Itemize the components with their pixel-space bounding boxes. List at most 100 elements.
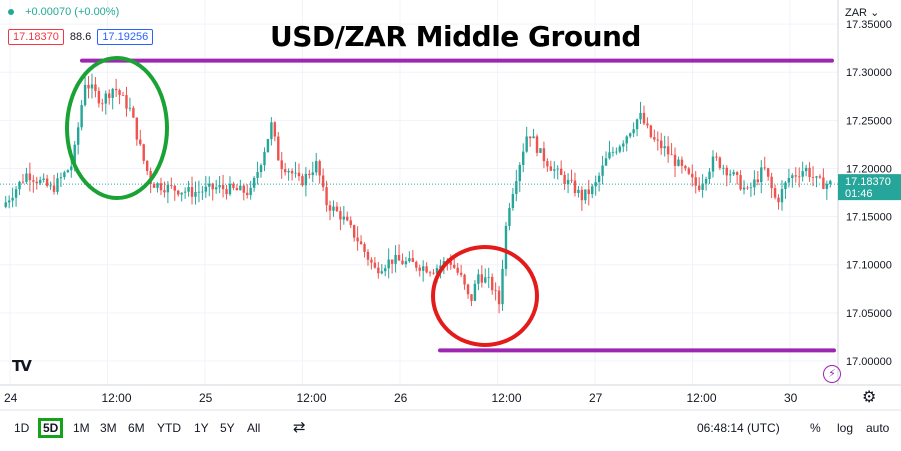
candle-body-52 [183, 191, 187, 193]
timeframe-6m[interactable]: 6M [128, 421, 145, 435]
candle-body-176 [611, 151, 615, 153]
candle-body-208 [722, 167, 725, 169]
candle-body-135 [470, 294, 473, 301]
auto-toggle[interactable]: auto [866, 421, 890, 435]
candle-body-191 [663, 146, 666, 149]
timeframe-1y[interactable]: 1Y [194, 421, 209, 435]
y-tick-label-4: 17.15000 [846, 212, 892, 224]
candle-body-87 [304, 173, 308, 186]
candle-body-142 [494, 290, 497, 292]
date-range-icon[interactable]: ⇄ [293, 419, 306, 436]
candle-body-125 [435, 268, 439, 274]
candle-body-180 [625, 136, 628, 144]
candle-body-229 [794, 175, 797, 177]
candle-body-232 [804, 167, 808, 172]
timeframe-ytd[interactable]: YTD [157, 421, 181, 435]
candle-body-210 [729, 174, 732, 176]
candle-body-59 [208, 183, 211, 187]
timeframe-1m[interactable]: 1M [73, 421, 90, 435]
candle-body-14 [52, 185, 56, 192]
candle-body-201 [697, 185, 701, 190]
candle-body-184 [639, 112, 642, 120]
candle-body-11 [42, 178, 45, 180]
candle-body-37 [132, 107, 135, 118]
candle-body-207 [718, 157, 722, 168]
candle-body-139 [484, 277, 487, 283]
candle-body-123 [428, 272, 432, 274]
currency-selector[interactable]: ZAR ⌄ [845, 6, 879, 19]
chart-title: USD/ZAR Middle Ground [270, 20, 641, 53]
gear-icon[interactable]: ⚙ [862, 389, 877, 406]
candle-body-183 [635, 119, 639, 130]
timeframe-5y[interactable]: 5Y [220, 421, 235, 435]
candle-body-121 [421, 266, 425, 271]
sell-price-button[interactable]: 17.18370 [8, 29, 64, 45]
candle-body-18 [66, 170, 70, 173]
candle-body-209 [725, 167, 728, 176]
candle-body-61 [214, 187, 218, 190]
candle-body-95 [332, 206, 335, 211]
candle-body-113 [394, 254, 397, 264]
candle-body-138 [480, 274, 484, 283]
candle-body-105 [366, 251, 370, 260]
candle-body-31 [111, 88, 114, 98]
utc-time: 06:48:14 (UTC) [697, 421, 780, 435]
candle-body-33 [118, 90, 121, 96]
candle-body-178 [618, 146, 622, 152]
candle-body-215 [746, 187, 749, 189]
candle-body-145 [504, 225, 508, 269]
candle-body-158 [549, 166, 553, 171]
candle-body-239 [829, 180, 832, 184]
timeframe-1d[interactable]: 1D [14, 421, 30, 435]
candle-body-58 [204, 186, 208, 192]
candle-body-163 [566, 179, 570, 185]
candle-body-106 [370, 259, 373, 263]
candle-body-36 [128, 107, 132, 109]
candle-body-218 [756, 179, 760, 183]
timeframe-3m[interactable]: 3M [100, 421, 117, 435]
candle-body-60 [211, 183, 214, 190]
tradingview-logo-icon: TV [12, 357, 32, 375]
y-tick-label-1: 17.30000 [846, 67, 892, 79]
candle-body-78 [273, 122, 277, 137]
candle-body-70 [246, 192, 249, 196]
candle-body-91 [318, 161, 321, 176]
candle-body-224 [777, 197, 780, 203]
candle-body-27 [97, 90, 101, 104]
timeframe-all[interactable]: All [247, 421, 261, 435]
candle-body-4 [18, 181, 21, 190]
percent-toggle[interactable]: % [810, 421, 821, 435]
candle-body-71 [249, 187, 252, 196]
candle-body-75 [263, 152, 266, 166]
candle-body-194 [673, 154, 677, 166]
candle-body-170 [591, 186, 594, 195]
candle-body-182 [632, 129, 635, 134]
candle-body-5 [21, 181, 25, 183]
candle-body-171 [594, 182, 597, 187]
candle-body-49 [173, 185, 176, 191]
lightning-icon[interactable]: ⚡ [823, 365, 841, 383]
candle-body-55 [194, 191, 197, 197]
candle-body-162 [563, 174, 566, 185]
candle-body-168 [584, 189, 587, 201]
candle-body-115 [401, 260, 404, 265]
timeframe-5d[interactable]: 5D [38, 418, 64, 438]
candle-body-50 [177, 190, 180, 195]
candle-body-72 [252, 177, 256, 188]
buy-price-button[interactable]: 17.19256 [97, 29, 154, 45]
candle-body-114 [397, 254, 401, 261]
candle-body-150 [522, 151, 525, 165]
candle-body-26 [94, 84, 97, 91]
bottom-toolbar: 1D 5D 1M 3M 6M YTD 1Y 5Y All ⇄ 06:48:14 … [0, 410, 901, 446]
candle-body-35 [125, 95, 128, 109]
candle-body-231 [801, 171, 804, 177]
candle-body-6 [25, 173, 28, 182]
candle-body-66 [232, 183, 235, 188]
candle-body-233 [808, 167, 811, 178]
change-legend: +0.00070 (+0.00%) [8, 6, 119, 18]
x-tick-label-3: 12:00 [297, 391, 327, 405]
candle-body-82 [287, 171, 290, 173]
log-toggle[interactable]: log [837, 421, 854, 435]
